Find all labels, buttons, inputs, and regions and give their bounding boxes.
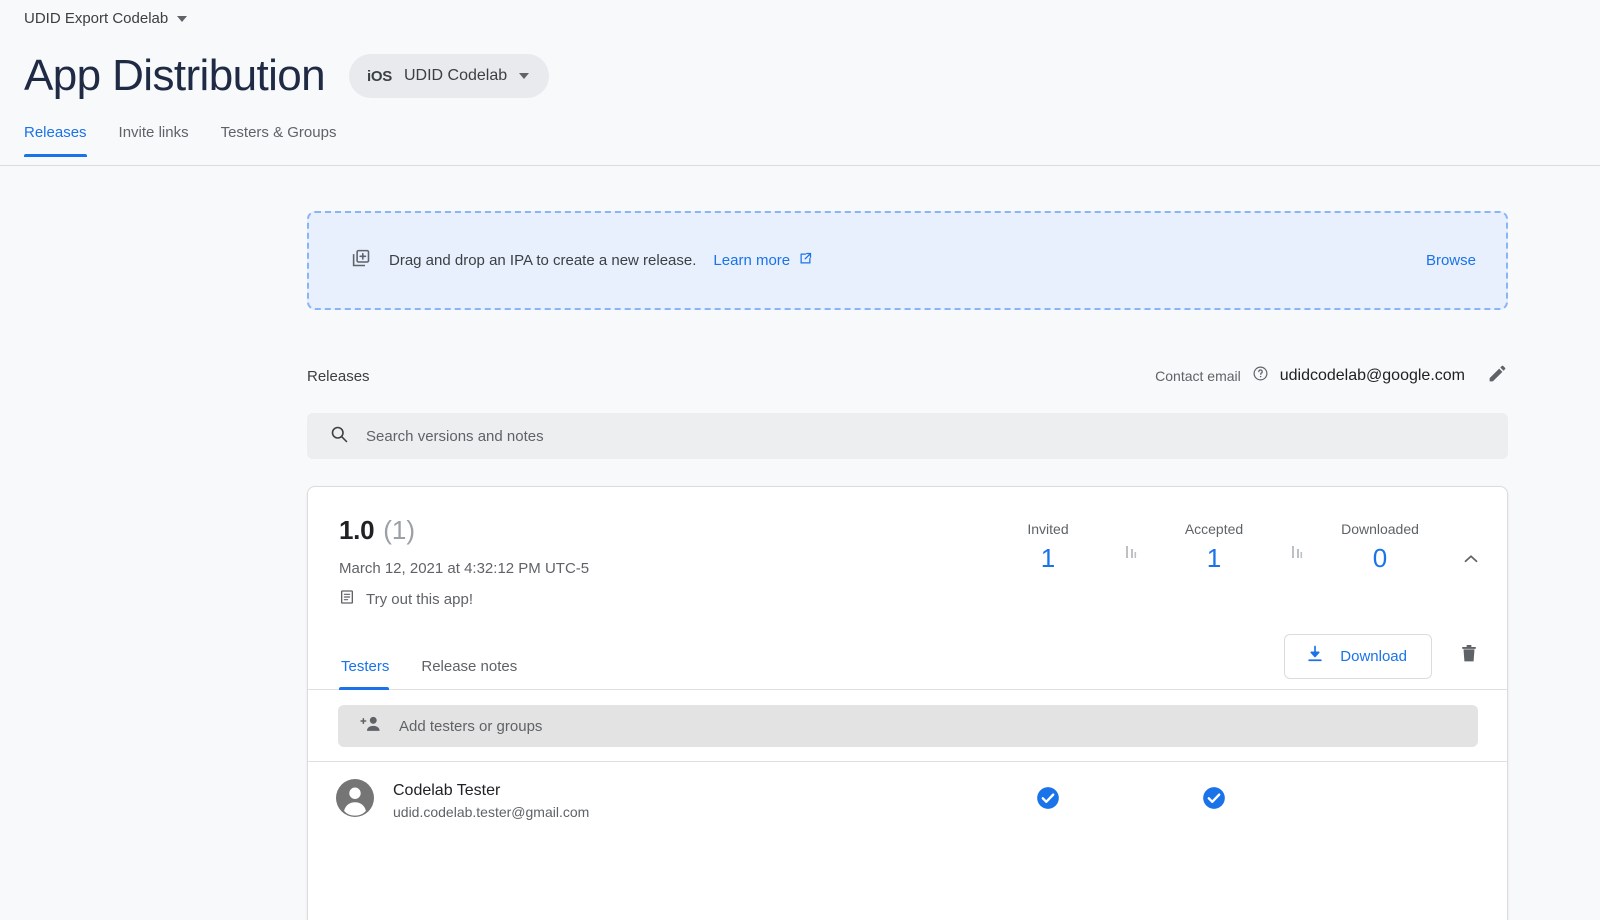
help-circle-icon[interactable] <box>1252 365 1269 387</box>
title-row: App Distribution iOS UDID Codelab <box>24 51 550 100</box>
delete-release-button[interactable] <box>1454 639 1484 674</box>
subject-notes-icon <box>339 589 355 610</box>
release-tab-testers-label: Testers <box>341 658 390 675</box>
tester-status-cells <box>993 785 1507 816</box>
stat-invited: Invited 1 <box>993 521 1103 574</box>
tester-identity: Codelab Tester udid.codelab.tester@gmail… <box>308 779 993 822</box>
release-tab-release-notes-label: Release notes <box>421 658 518 675</box>
add-testers-placeholder: Add testers or groups <box>399 717 543 735</box>
release-actions: Download <box>1284 634 1484 689</box>
tester-accepted-status <box>1159 785 1269 816</box>
releases-section-label: Releases <box>307 367 370 385</box>
dropzone-text: Drag and drop an IPA to create a new rel… <box>389 252 697 269</box>
chevron-down-icon[interactable] <box>519 73 530 80</box>
release-version-line: 1.0 (1) <box>339 515 993 546</box>
release-card-header: 1.0 (1) March 12, 2021 at 4:32:12 PM UTC… <box>308 487 1507 610</box>
bar-chart-divider-icon <box>1103 521 1159 559</box>
release-tab-list: Testers Release notes <box>339 658 533 690</box>
release-tab-testers[interactable]: Testers <box>339 658 405 690</box>
tester-text: Codelab Tester udid.codelab.tester@gmail… <box>393 782 589 820</box>
content-column: Drag and drop an IPA to create a new rel… <box>307 211 1508 920</box>
stat-downloaded-value: 0 <box>1372 543 1388 573</box>
tab-releases-label: Releases <box>24 124 87 141</box>
tabs-divider <box>0 165 1600 166</box>
release-tab-release-notes[interactable]: Release notes <box>405 658 533 689</box>
check-circle-icon <box>1035 785 1061 816</box>
release-meta: 1.0 (1) March 12, 2021 at 4:32:12 PM UTC… <box>308 515 993 610</box>
ipa-dropzone[interactable]: Drag and drop an IPA to create a new rel… <box>307 211 1508 310</box>
stat-accepted: Accepted 1 <box>1159 521 1269 574</box>
release-note-row: Try out this app! <box>339 589 993 610</box>
pencil-icon[interactable] <box>1487 363 1508 389</box>
main-tabs: Releases Invite links Testers & Groups <box>24 124 352 157</box>
tab-testers-groups[interactable]: Testers & Groups <box>205 124 353 157</box>
stat-accepted-label: Accepted <box>1184 521 1244 537</box>
release-date: March 12, 2021 at 4:32:12 PM UTC-5 <box>339 560 590 577</box>
tester-email: udid.codelab.tester@gmail.com <box>393 803 590 820</box>
breadcrumb-project-label: UDID Export Codelab <box>24 10 169 27</box>
tester-name: Codelab Tester <box>393 781 501 799</box>
search-icon <box>329 424 349 449</box>
contact-email-label: Contact email <box>1155 368 1241 384</box>
avatar <box>336 779 374 822</box>
tab-invite-links[interactable]: Invite links <box>103 124 205 157</box>
stat-invited-label: Invited <box>1027 521 1069 537</box>
release-note-text: Try out this app! <box>366 591 473 608</box>
file-add-icon <box>351 248 372 274</box>
release-card: 1.0 (1) March 12, 2021 at 4:32:12 PM UTC… <box>307 486 1508 920</box>
release-tabs: Testers Release notes Do <box>308 634 1507 690</box>
trash-icon <box>1458 645 1480 669</box>
chevron-up-icon <box>1460 548 1482 575</box>
release-stats: Invited 1 Accepted 1 <box>993 515 1507 575</box>
dropzone-message: Drag and drop an IPA to create a new rel… <box>351 248 813 274</box>
learn-more-label: Learn more <box>713 252 791 269</box>
table-row[interactable]: Codelab Tester udid.codelab.tester@gmail… <box>308 761 1507 839</box>
caret-down-icon[interactable] <box>177 15 188 22</box>
tester-invited-status <box>993 785 1103 816</box>
release-version: 1.0 <box>339 515 375 545</box>
stat-downloaded-label: Downloaded <box>1341 521 1419 537</box>
download-button-label: Download <box>1340 648 1407 665</box>
app-selector-chip[interactable]: iOS UDID Codelab <box>349 54 550 99</box>
search-input[interactable]: Search versions and notes <box>307 413 1508 459</box>
contact-email-row: Contact email udidcodelab@google.com <box>1155 363 1508 389</box>
breadcrumb[interactable]: UDID Export Codelab <box>24 10 188 27</box>
add-testers-row: Add testers or groups <box>308 690 1507 761</box>
add-testers-input[interactable]: Add testers or groups <box>338 705 1478 747</box>
stat-accepted-value: 1 <box>1206 543 1222 573</box>
person-add-icon <box>360 714 382 739</box>
learn-more-link[interactable]: Learn more <box>713 251 813 271</box>
release-build: (1) <box>383 515 416 545</box>
search-placeholder: Search versions and notes <box>366 427 544 445</box>
tab-testers-groups-label: Testers & Groups <box>220 124 337 141</box>
ios-platform-icon: iOS <box>367 67 392 85</box>
page-title: App Distribution <box>24 51 326 100</box>
tab-releases[interactable]: Releases <box>24 124 103 157</box>
check-circle-icon-accepted <box>1201 785 1227 816</box>
app-chip-label: UDID Codelab <box>403 67 508 85</box>
download-button[interactable]: Download <box>1284 634 1432 679</box>
stat-downloaded: Downloaded 0 <box>1325 521 1435 574</box>
bar-chart-divider-icon-2 <box>1269 521 1325 559</box>
download-icon <box>1305 644 1325 669</box>
browse-button[interactable]: Browse <box>1425 252 1476 269</box>
releases-header: Releases Contact email udidcodelab@googl… <box>307 361 1508 391</box>
open-in-new-icon <box>798 251 813 271</box>
tab-invite-links-label: Invite links <box>118 124 189 141</box>
stat-invited-value: 1 <box>1040 543 1056 573</box>
contact-email-value: udidcodelab@google.com <box>1279 367 1465 384</box>
collapse-release-button[interactable] <box>1435 521 1507 575</box>
